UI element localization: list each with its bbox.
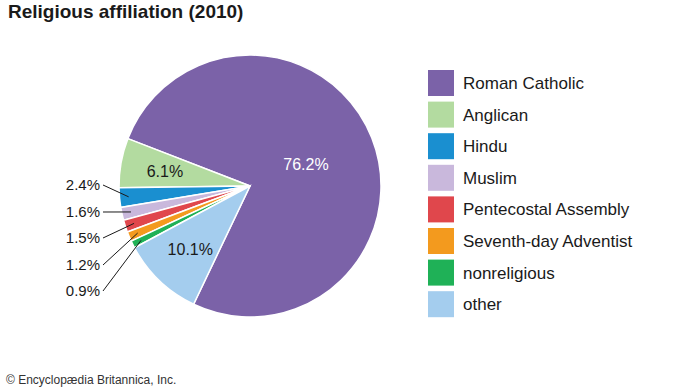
leader-line bbox=[103, 211, 131, 212]
legend-label: other bbox=[463, 295, 502, 314]
legend-swatch bbox=[428, 228, 454, 254]
legend-swatch bbox=[428, 165, 454, 191]
legend-label: Muslim bbox=[463, 169, 517, 188]
legend-swatch bbox=[428, 70, 454, 96]
pie-slice bbox=[134, 186, 250, 304]
legend-label: Pentecostal Assembly bbox=[463, 200, 630, 219]
legend-label: Anglican bbox=[463, 106, 528, 125]
legend-swatch bbox=[428, 196, 454, 222]
legend-swatch bbox=[428, 291, 454, 317]
legend-label: nonreligious bbox=[463, 264, 555, 283]
legend-label: Seventh-day Adventist bbox=[463, 232, 632, 251]
title: Religious affiliation (2010) bbox=[8, 1, 243, 22]
legend-label: Roman Catholic bbox=[463, 74, 584, 93]
leader-line bbox=[103, 233, 138, 265]
data-labels: 76.2% 6.1% 2.4% 1.6% 1.5% 1.2% 0.9% 10.1% bbox=[66, 156, 329, 299]
legend-swatch bbox=[428, 133, 454, 159]
data-label: 2.4% bbox=[66, 176, 100, 193]
data-label: 1.6% bbox=[66, 203, 100, 220]
legend-swatch bbox=[428, 102, 454, 128]
data-label: 10.1% bbox=[168, 241, 213, 258]
data-label: 1.5% bbox=[66, 229, 100, 246]
leader-line bbox=[103, 223, 134, 238]
legend: Roman Catholic Anglican Hindu Muslim Penteco… bbox=[428, 70, 632, 317]
pie-slice bbox=[119, 139, 250, 188]
data-label: 1.2% bbox=[66, 256, 100, 273]
legend-label: Hindu bbox=[463, 137, 507, 156]
source: © Encyclopædia Britannica, Inc. bbox=[6, 373, 176, 387]
leader-line bbox=[103, 240, 141, 291]
data-label: 6.1% bbox=[147, 163, 183, 180]
leader-line bbox=[103, 185, 129, 197]
data-label: 76.2% bbox=[283, 156, 328, 173]
slices bbox=[119, 55, 381, 317]
legend-swatch bbox=[428, 260, 454, 286]
chart: Religious affiliation (2010) 76.2% 6.1% 2.4… bbox=[0, 0, 690, 388]
data-label: 0.9% bbox=[66, 282, 100, 299]
